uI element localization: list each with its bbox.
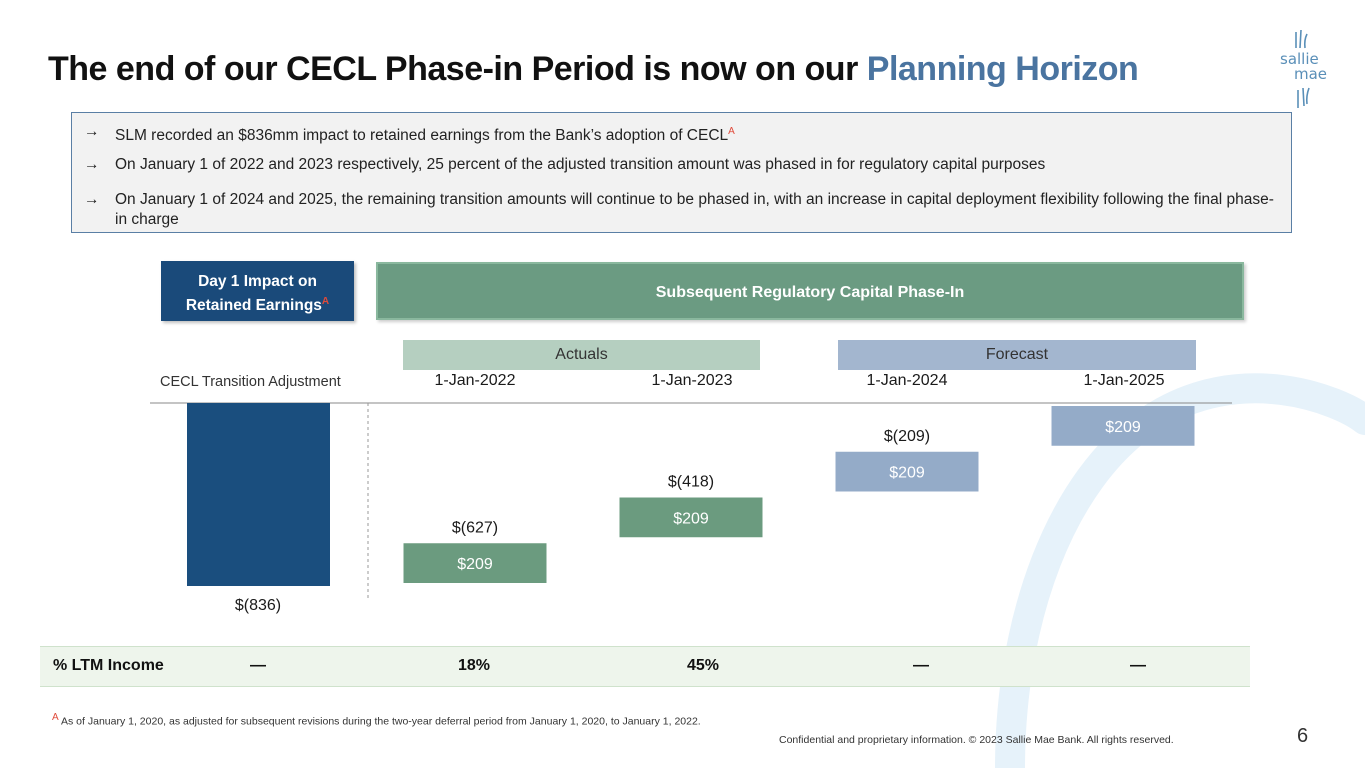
ltm-value: 45% <box>686 657 720 674</box>
category-label: 1-Jan-2024 <box>866 372 948 389</box>
phase-in-bar <box>1051 406 1195 446</box>
arrow-right-icon: → <box>84 191 100 208</box>
phase-in-bar-label: $209 <box>889 465 925 482</box>
subsequent-phase-in-header: Subsequent Regulatory Capital Phase-In <box>376 262 1244 320</box>
phase-in-bar-label: $209 <box>457 556 493 573</box>
day1-impact-header: Day 1 Impact on Retained EarningsA <box>161 261 354 321</box>
phase-in-bar <box>835 451 979 492</box>
initial-bar-label: $(836) <box>235 597 281 614</box>
phase-in-bar <box>403 543 547 583</box>
arrow-right-icon: → <box>84 123 100 140</box>
category-label: 1-Jan-2025 <box>1083 372 1165 389</box>
ltm-income-label: % LTM Income <box>53 657 164 674</box>
page-title: The end of our CECL Phase-in Period is n… <box>48 50 1139 88</box>
page-title-highlight: Planning Horizon <box>866 50 1139 88</box>
category-label: 1-Jan-2022 <box>434 372 516 389</box>
ltm-value: — <box>1130 657 1146 674</box>
phase-in-bar-label: $209 <box>1105 419 1141 436</box>
ltm-value: — <box>250 657 266 674</box>
actuals-band: Actuals <box>403 340 760 370</box>
key-points-box: → SLM recorded an $836mm impact to retai… <box>71 112 1292 233</box>
remaining-balance-label: $(627) <box>452 519 498 536</box>
footnote: A As of January 1, 2020, as adjusted for… <box>52 712 701 728</box>
initial-bar <box>187 403 330 586</box>
ltm-value: — <box>913 657 929 674</box>
remaining-balance-label: $(418) <box>668 474 714 491</box>
phase-in-bar <box>619 497 763 538</box>
forecast-band: Forecast <box>838 340 1196 370</box>
category-label: 1-Jan-2023 <box>651 372 733 389</box>
ltm-income-row <box>40 646 1250 687</box>
logo-stalks-icon <box>1295 30 1310 108</box>
page-number: 6 <box>1297 725 1309 747</box>
sallie-mae-logo: sallie mae <box>1276 30 1332 110</box>
category-label: CECL Transition Adjustment <box>160 374 341 390</box>
arrow-right-icon: → <box>84 156 100 173</box>
remaining-balance-label: $(209) <box>884 428 930 445</box>
confidential-notice: Confidential and proprietary information… <box>779 734 1174 746</box>
phase-in-bar-label: $209 <box>673 510 709 527</box>
ltm-value: 18% <box>457 657 491 674</box>
